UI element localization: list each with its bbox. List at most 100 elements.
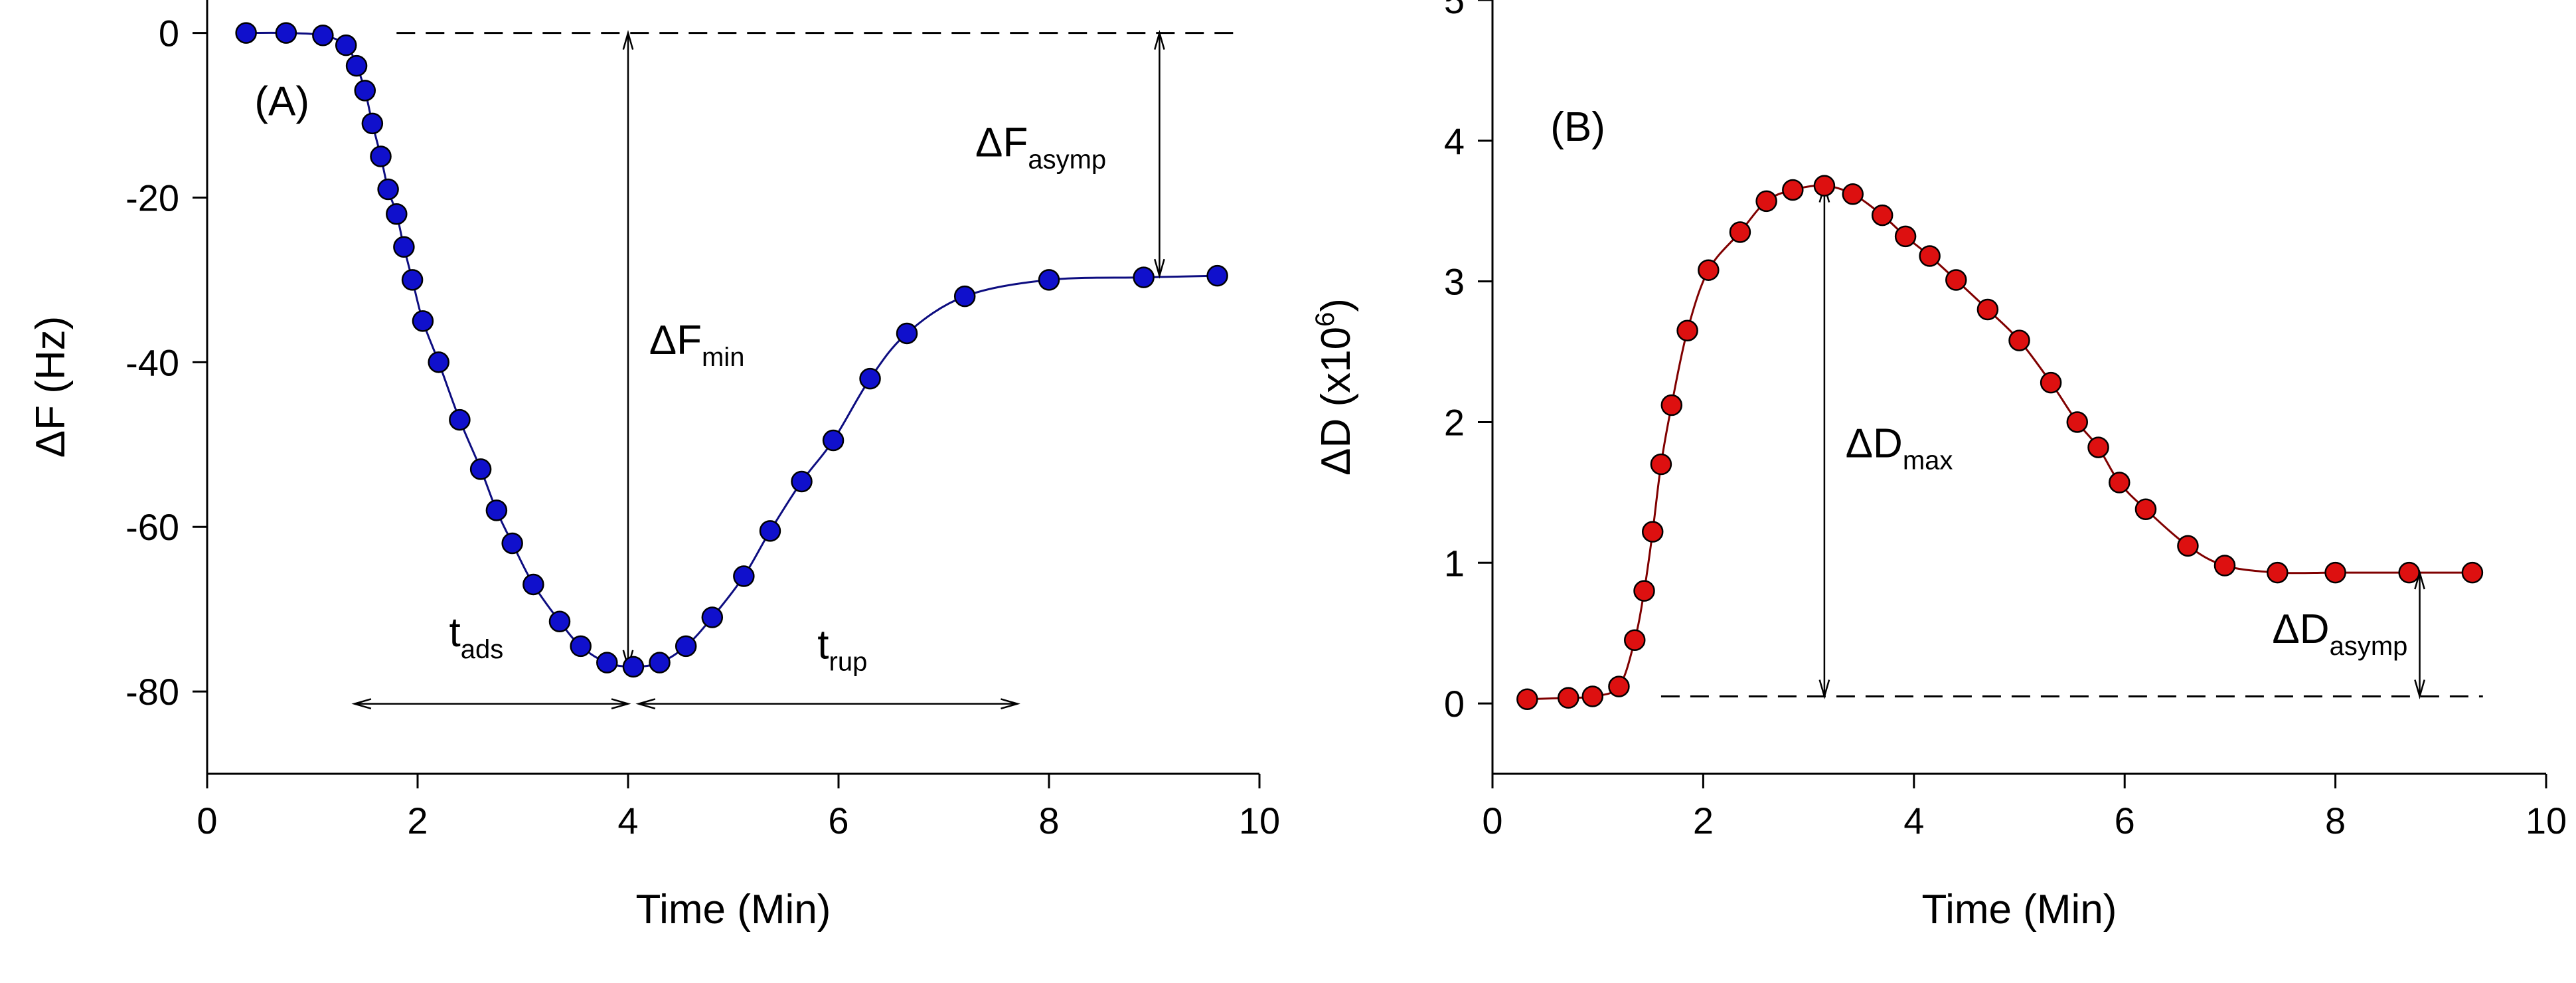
arrow-dD-asymp-head-end <box>2414 679 2425 700</box>
y-tick-label: 4 <box>1444 120 1465 162</box>
data-point <box>2461 561 2484 584</box>
data-point <box>312 25 334 46</box>
data-point <box>1945 269 1967 291</box>
data-point <box>1813 175 1836 197</box>
series-line <box>1527 184 2472 701</box>
y-tick-label: -40 <box>125 341 179 383</box>
annot-t-rup: trup <box>817 622 867 676</box>
y-axis-title: ΔD (x106) <box>1311 298 1359 476</box>
y-axis-title: ΔF (Hz) <box>28 316 74 458</box>
data-point <box>523 573 544 596</box>
y-tick-label: 0 <box>1444 683 1465 725</box>
x-tick-label: 8 <box>2325 800 2346 842</box>
chart-panel-b: 0 2 4 6 8 10 0 1 2 3 4 5 Time (Min) ΔD (x106) (B) ΔDmax… <box>1311 0 2567 933</box>
annot-dF-asymp: ΔFasymp <box>975 120 1106 174</box>
data-point <box>1623 629 1646 652</box>
x-tick-label: 4 <box>617 800 638 842</box>
data-point <box>1038 269 1060 291</box>
data-point <box>2109 472 2131 493</box>
data-point <box>1698 259 1720 281</box>
x-tick-label: 10 <box>1239 800 1280 842</box>
data-point <box>377 178 399 201</box>
data-point <box>235 22 257 44</box>
data-point <box>2134 498 2157 521</box>
data-point <box>822 429 845 452</box>
data-point <box>1782 179 1804 201</box>
data-point <box>1755 190 1777 213</box>
data-point <box>412 310 434 332</box>
arrow-dF-asymp-head-start <box>1154 30 1165 50</box>
data-point <box>370 145 392 167</box>
data-point <box>1641 521 1664 543</box>
data-point <box>1206 264 1228 287</box>
data-point <box>2177 535 2199 557</box>
y-tick-label: -60 <box>125 506 179 548</box>
arrow-t-ads-head-start <box>351 698 372 710</box>
arrow-t-rup-head-end <box>1001 698 1020 710</box>
data-point <box>596 652 618 673</box>
data-point <box>1976 298 1999 321</box>
data-point <box>401 269 424 291</box>
data-point <box>354 80 376 102</box>
data-point <box>1558 687 1579 709</box>
data-point <box>1676 319 1698 342</box>
y-tick-label: -80 <box>125 671 179 713</box>
x-tick-label: 8 <box>1038 800 1059 842</box>
data-point <box>570 635 592 658</box>
data-point <box>2324 561 2346 584</box>
annot-dD-asymp: ΔDasymp <box>2272 606 2407 661</box>
data-point <box>1650 453 1672 476</box>
data-point <box>1871 204 1893 226</box>
annot-t-ads: tads <box>449 610 504 664</box>
y-tick-label: 3 <box>1444 261 1465 303</box>
x-tick-label: 2 <box>407 800 428 842</box>
data-point <box>485 499 508 521</box>
x-tick-label: 2 <box>1693 800 1714 842</box>
y-tick-label: 1 <box>1444 542 1465 584</box>
data-point <box>2267 561 2289 584</box>
arrow-t-ads-head-end <box>611 698 631 710</box>
data-point <box>2066 411 2089 433</box>
x-tick-label: 0 <box>197 800 217 842</box>
data-point <box>1894 225 1917 248</box>
panel-label: (B) <box>1550 104 1605 150</box>
data-point <box>386 203 408 225</box>
data-point <box>1516 688 1538 710</box>
data-point <box>428 351 449 373</box>
data-point <box>622 656 645 678</box>
data-point <box>1633 580 1655 602</box>
data-point <box>361 112 384 135</box>
x-axis-title: Time (Min) <box>636 887 831 933</box>
panel-label: (A) <box>254 79 309 125</box>
arrow-t-rup-head-start <box>635 698 656 710</box>
data-point <box>2398 561 2420 584</box>
data-point <box>449 408 471 431</box>
arrow-dF-asymp-head-end <box>1154 258 1165 279</box>
data-point <box>2214 555 2236 577</box>
x-tick-label: 10 <box>2526 800 2567 842</box>
data-point <box>701 606 724 628</box>
data-point <box>548 610 571 632</box>
data-point <box>1133 266 1155 288</box>
annot-dD-max: ΔDmax <box>1846 420 1953 475</box>
annot-dF-min: ΔFmin <box>649 317 745 372</box>
data-point <box>953 285 976 308</box>
data-point <box>675 635 697 658</box>
x-tick-label: 4 <box>1903 800 1924 842</box>
y-tick-label: 0 <box>159 13 179 54</box>
arrow-dD-max-head-end <box>1818 679 1830 700</box>
y-tick-label: 5 <box>1444 0 1465 21</box>
data-point <box>469 458 492 480</box>
x-tick-label: 6 <box>828 800 848 842</box>
data-point <box>859 367 881 390</box>
data-point <box>1660 394 1683 416</box>
data-point <box>1729 221 1751 243</box>
data-point <box>791 470 813 493</box>
x-tick-label: 0 <box>1482 800 1502 842</box>
data-point <box>2008 329 2030 351</box>
y-tick-label: -20 <box>125 177 179 219</box>
data-point <box>896 322 918 345</box>
data-point <box>1608 675 1630 697</box>
data-point <box>275 22 297 44</box>
